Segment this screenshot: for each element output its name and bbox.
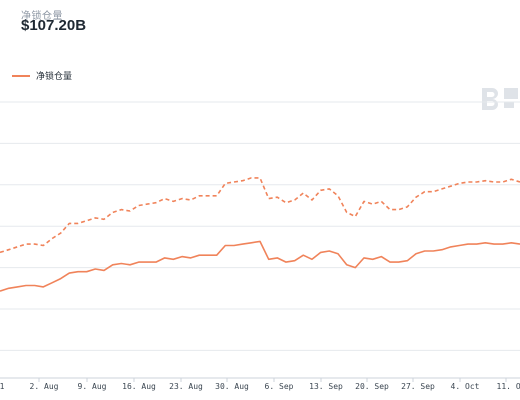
legend-swatch: [12, 74, 30, 77]
legend-label: 净锁仓量: [36, 71, 73, 81]
x-tick-label: 30. Aug: [215, 382, 249, 391]
x-tick-label: 20. Sep: [355, 382, 389, 391]
x-tick-label: 23. Aug: [169, 382, 203, 391]
x-tick-label: 16. Aug: [122, 382, 156, 391]
logo-icon: [482, 88, 518, 110]
x-tick-label: 6. Sep: [265, 382, 294, 391]
x-tick-label: 1: [0, 382, 5, 391]
x-tick-label: 9. Aug: [78, 382, 107, 391]
series-line-solid[interactable]: [0, 240, 520, 292]
x-tick-label: 4. Oct: [451, 382, 480, 391]
x-tick-label: 13. Sep: [309, 382, 343, 391]
kpi-label: 净锁仓量: [21, 11, 63, 22]
x-tick-label: 2. Aug: [30, 382, 59, 391]
chart-legend[interactable]: 净锁仓量: [12, 69, 72, 82]
kpi-value: $107.20B: [21, 17, 87, 34]
x-tick-label: 27. Sep: [401, 382, 435, 391]
x-tick-label: 11. Oc: [497, 382, 520, 391]
